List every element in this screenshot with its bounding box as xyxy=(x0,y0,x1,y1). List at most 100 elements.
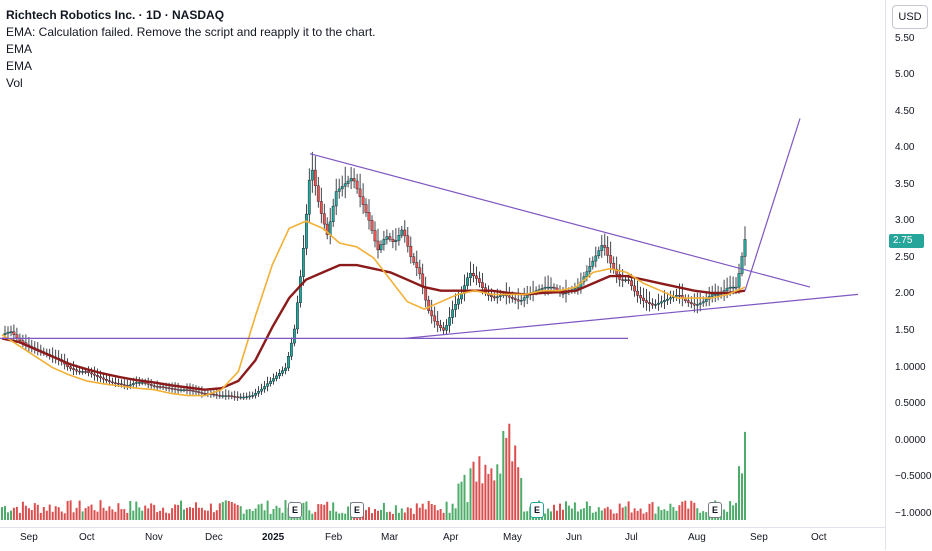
candle-body xyxy=(116,383,120,385)
earnings-marker[interactable]: E xyxy=(350,502,364,518)
indicator-ema[interactable]: EMA xyxy=(6,42,33,56)
currency-selector[interactable]: USD xyxy=(892,5,928,29)
earnings-marker[interactable]: E xyxy=(708,502,722,518)
indicator-ema-error[interactable]: EMA: Calculation failed. Remove the scri… xyxy=(6,25,376,39)
candle-body xyxy=(689,302,693,304)
volume-bar xyxy=(621,507,624,520)
candle-body xyxy=(615,268,619,275)
time-axis[interactable]: Sep Oct Nov Dec 2025 Feb Mar Apr May Jun… xyxy=(0,527,885,551)
volume-bar xyxy=(651,502,654,520)
candle-body xyxy=(427,299,431,311)
volume-bar xyxy=(735,502,737,520)
candle-body xyxy=(430,310,434,317)
candle-body xyxy=(636,290,640,296)
earnings-marker[interactable]: E xyxy=(288,502,302,518)
volume-bar xyxy=(517,467,520,520)
candle-body xyxy=(113,382,117,384)
time-tick: May xyxy=(503,532,522,543)
volume-bar xyxy=(523,511,526,520)
volume-bar xyxy=(33,503,36,520)
candle-body xyxy=(621,279,625,281)
candle-body xyxy=(704,298,708,302)
trend-line xyxy=(309,153,811,288)
volume-bar xyxy=(475,481,478,520)
volume-bar xyxy=(487,473,490,520)
volume-bar xyxy=(615,513,618,520)
volume-bar xyxy=(180,500,182,520)
volume-bar xyxy=(511,461,514,520)
volume-bar xyxy=(570,508,573,520)
candle-body xyxy=(173,388,177,390)
volume-bar xyxy=(1,507,3,520)
price-tick: −1.0000 xyxy=(895,508,932,519)
volume-bar xyxy=(195,502,197,520)
indicator-volume[interactable]: Vol xyxy=(6,76,23,90)
candle-body xyxy=(137,382,141,384)
chart-pane[interactable]: Richtech Robotics Inc. · 1D · NASDAQ EMA… xyxy=(0,0,885,550)
time-tick: Mar xyxy=(381,532,399,543)
volume-bar xyxy=(305,501,308,520)
candle-body xyxy=(415,262,419,268)
price-axis[interactable]: USD 5.50 5.00 4.50 4.00 3.50 3.00 2.50 2… xyxy=(885,0,932,550)
volume-bar xyxy=(114,511,117,520)
candle-body xyxy=(728,286,732,289)
volume-bar xyxy=(233,503,236,520)
volume-bar xyxy=(87,506,90,520)
symbol-title[interactable]: Richtech Robotics Inc. · 1D · NASDAQ xyxy=(6,8,225,22)
candle-body xyxy=(454,304,457,310)
candle-body xyxy=(654,304,657,306)
time-tick: Feb xyxy=(325,532,343,543)
candle-body xyxy=(281,370,284,374)
candle-body xyxy=(6,331,10,334)
candle-body xyxy=(152,385,156,387)
volume-bar xyxy=(672,507,675,520)
volume-bar xyxy=(129,501,132,520)
volume-bar xyxy=(544,513,547,520)
candle-body xyxy=(546,286,550,289)
candle-body xyxy=(675,295,678,297)
candle-body xyxy=(481,282,484,288)
indicator-ema-second[interactable]: EMA xyxy=(6,59,33,73)
candle-body xyxy=(686,300,690,303)
volume-bar xyxy=(409,508,412,520)
volume-bar xyxy=(627,501,630,520)
candle-body xyxy=(731,286,735,289)
volume-bar xyxy=(556,510,558,520)
candle-body xyxy=(200,392,204,394)
candle-body xyxy=(293,328,296,344)
volume-bar xyxy=(391,514,394,520)
volume-bar xyxy=(380,509,382,520)
volume-bar xyxy=(681,501,684,520)
volume-bar xyxy=(69,500,72,520)
volume-bar xyxy=(141,510,144,520)
candle-body xyxy=(433,315,437,322)
candle-body xyxy=(233,396,237,398)
ema-slow-line xyxy=(1,263,746,391)
volume-bar xyxy=(174,504,177,520)
time-tick: Jun xyxy=(566,532,583,543)
candle-body xyxy=(576,286,580,289)
volume-bar xyxy=(547,508,550,520)
volume-bar xyxy=(144,505,147,520)
volume-bar xyxy=(221,502,224,520)
volume-bar xyxy=(508,423,511,520)
candle-body xyxy=(263,386,266,390)
volume-bar xyxy=(102,507,105,520)
candle-body xyxy=(287,356,290,369)
volume-bar xyxy=(326,501,329,520)
volume-bar xyxy=(341,512,344,520)
volume-bar xyxy=(732,505,735,520)
volume-bar xyxy=(639,508,642,520)
volume-bar xyxy=(469,468,472,520)
volume-bar xyxy=(550,511,552,520)
candle-body xyxy=(397,234,401,241)
volume-bar xyxy=(457,483,460,520)
candle-body xyxy=(642,297,645,301)
candle-body xyxy=(400,229,404,236)
earnings-marker[interactable]: E xyxy=(530,502,544,518)
time-tick: 2025 xyxy=(262,532,285,543)
volume-bar xyxy=(344,513,347,520)
volume-bar xyxy=(505,437,508,520)
candle-body xyxy=(343,183,347,187)
candle-body xyxy=(164,387,168,389)
